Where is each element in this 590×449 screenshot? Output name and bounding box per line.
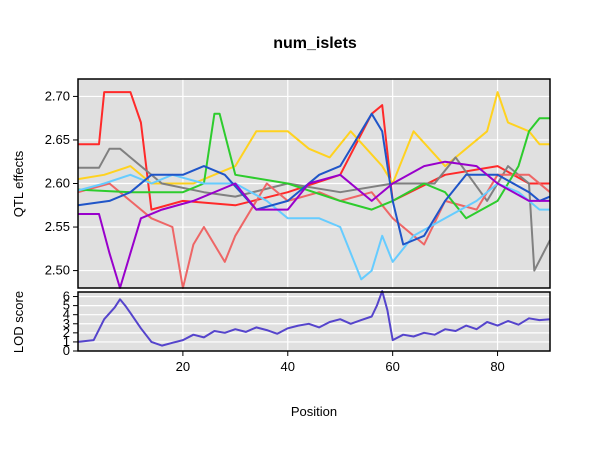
x-tick-label-3: 80 bbox=[490, 359, 504, 374]
lod-x-ticks: 20 40 60 80 bbox=[176, 351, 505, 374]
y-tick-label-1-6: 6 bbox=[63, 289, 70, 304]
effects-y-axis-label: QTL effects bbox=[11, 150, 26, 217]
y-tick-label-0-0: 2.50 bbox=[45, 263, 70, 278]
y-tick-label-1-3: 3 bbox=[63, 316, 70, 331]
series-line-0-3 bbox=[77, 173, 551, 289]
y-tick-label-1-5: 5 bbox=[63, 298, 70, 313]
x-tick-label-2: 60 bbox=[385, 359, 399, 374]
lod-panel-border bbox=[77, 291, 551, 352]
series-line-0-6 bbox=[77, 112, 551, 246]
series-line-0-2 bbox=[78, 147, 551, 272]
effects-series bbox=[77, 91, 551, 289]
series-line-1-0 bbox=[77, 290, 551, 347]
lod-y-axis-label: LOD score bbox=[11, 291, 26, 353]
y-tick-label-1-0: 0 bbox=[63, 343, 70, 358]
chart-title: num_islets bbox=[273, 35, 357, 52]
y-tick-label-1-1: 1 bbox=[63, 334, 70, 349]
y-tick-label-0-4: 2.70 bbox=[45, 88, 70, 103]
x-axis-label: Position bbox=[291, 404, 337, 419]
series-line-0-0 bbox=[78, 91, 550, 211]
y-tick-label-0-1: 2.55 bbox=[45, 219, 70, 234]
lod-panel-background bbox=[78, 292, 550, 351]
effects-y-ticks: 2.50 2.55 2.60 2.65 2.70 bbox=[45, 88, 78, 278]
x-tick-label-1: 40 bbox=[281, 359, 295, 374]
x-tick-label-0: 20 bbox=[176, 359, 190, 374]
series-line-0-7 bbox=[78, 160, 550, 289]
y-tick-label-1-2: 2 bbox=[63, 325, 70, 340]
effects-panel: 2.50 2.55 2.60 2.65 2.70 QTL effects bbox=[11, 78, 551, 289]
lod-series bbox=[77, 290, 551, 347]
y-tick-label-0-3: 2.65 bbox=[45, 132, 70, 147]
y-tick-label-0-2: 2.60 bbox=[45, 176, 70, 191]
y-tick-label-1-4: 4 bbox=[63, 307, 70, 322]
